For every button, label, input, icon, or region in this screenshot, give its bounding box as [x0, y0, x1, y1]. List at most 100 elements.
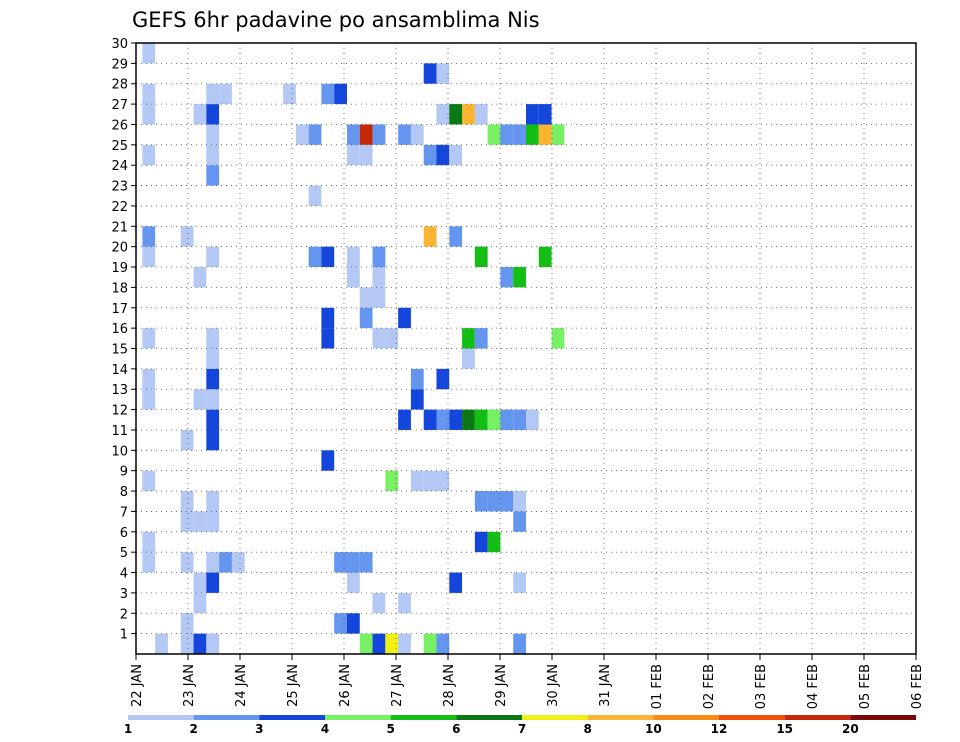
heatmap-cell: [142, 83, 156, 105]
y-tick-label: 17: [111, 302, 128, 317]
y-tick-label: 11: [111, 424, 128, 439]
y-tick-label: 21: [111, 220, 128, 235]
heatmap-cell: [206, 144, 220, 166]
heatmap-cell: [206, 246, 220, 268]
heatmap-cell: [180, 552, 194, 573]
x-axis: 22 JAN 23 JAN 24 JAN 25 JAN 26 JAN 27 JAN 28 J…: [130, 654, 925, 709]
heatmap-cell: [321, 450, 335, 471]
y-tick-label: 8: [120, 485, 128, 500]
colorbar-swatch: [522, 715, 588, 720]
x-tick-label: 25 JAN: [286, 664, 301, 707]
heatmap-cell: [423, 144, 437, 166]
x-tick-label: 24 JAN: [234, 664, 249, 707]
heatmap-cell: [372, 633, 386, 654]
heatmap-cell: [193, 572, 207, 593]
heatmap-cell: [142, 226, 156, 247]
heatmap-cell: [513, 267, 526, 288]
x-tick-label: 03 FEB: [754, 664, 769, 709]
heatmap-cell: [385, 328, 399, 349]
heatmap-cell: [538, 124, 552, 145]
heatmap-cell: [410, 124, 424, 145]
heatmap-cell: [180, 491, 194, 512]
heatmap-cells: [142, 43, 565, 654]
heatmap-cell: [295, 124, 309, 145]
chart-title: GEFS 6hr padavine po ansamblima Nis: [132, 8, 540, 32]
heatmap-cell: [513, 491, 526, 512]
heatmap-cell: [423, 409, 437, 430]
heatmap-cell: [206, 368, 220, 390]
y-tick-label: 18: [111, 281, 128, 296]
heatmap-cell: [513, 124, 526, 145]
heatmap-cell: [372, 592, 386, 614]
heatmap-cell: [308, 124, 322, 145]
x-tick-label: 27 JAN: [390, 664, 405, 707]
heatmap-cell: [538, 246, 552, 268]
colorbar-label: 4: [321, 722, 329, 736]
heatmap-cell: [334, 613, 347, 634]
y-tick-label: 2: [120, 607, 128, 622]
heatmap-cell: [321, 307, 335, 329]
colorbar-label: 12: [711, 722, 728, 736]
y-tick-label: 16: [111, 322, 128, 337]
heatmap-cell: [346, 124, 360, 145]
heatmap-cell: [474, 491, 488, 512]
y-tick-label: 4: [120, 567, 128, 582]
y-tick-label: 19: [111, 261, 128, 276]
y-tick-label: 28: [111, 78, 128, 93]
y-tick-label: 5: [120, 546, 128, 561]
heatmap-cell: [487, 124, 501, 145]
heatmap-cell: [321, 246, 335, 268]
heatmap-cell: [206, 511, 220, 532]
heatmap-cell: [180, 633, 194, 654]
y-tick-label: 24: [111, 159, 128, 174]
heatmap-cell: [423, 226, 437, 247]
heatmap-cell: [436, 409, 450, 430]
heatmap-cell: [155, 633, 168, 654]
colorbar-label: 1: [124, 722, 132, 736]
heatmap-cell: [359, 287, 373, 308]
heatmap-cell: [206, 429, 220, 451]
heatmap-cell: [142, 144, 156, 166]
y-tick-label: 29: [111, 57, 128, 72]
heatmap-cell: [359, 124, 373, 145]
y-tick-label: 10: [111, 444, 128, 459]
y-axis: 1234567891011121314151617181920212223242…: [111, 37, 136, 643]
heatmap-cell: [180, 429, 194, 451]
x-tick-label: 05 FEB: [858, 664, 873, 709]
colorbar-label: 5: [386, 722, 394, 736]
heatmap-cell: [436, 63, 450, 84]
x-tick-label: 23 JAN: [182, 664, 197, 707]
heatmap-cell: [410, 368, 424, 390]
heatmap-cell: [398, 592, 411, 614]
heatmap-cell: [398, 124, 411, 145]
heatmap-cell: [346, 572, 360, 593]
heatmap-cell: [538, 104, 552, 125]
heatmap-cell: [526, 409, 539, 430]
heatmap-cell: [474, 246, 488, 268]
heatmap-cell: [206, 633, 220, 654]
heatmap-cell: [180, 511, 194, 532]
heatmap-cell: [513, 633, 526, 654]
heatmap-cell: [346, 613, 360, 634]
heatmap-cell: [423, 470, 437, 492]
heatmap-cell: [346, 144, 360, 166]
y-tick-label: 3: [120, 587, 128, 602]
heatmap-cell: [526, 104, 539, 125]
y-tick-label: 20: [111, 241, 128, 256]
x-tick-label: 22 JAN: [130, 664, 145, 707]
heatmap-cell: [193, 511, 207, 532]
heatmap-cell: [474, 409, 488, 430]
heatmap-cell: [206, 572, 220, 593]
heatmap-cell: [423, 633, 437, 654]
heatmap-cell: [193, 389, 207, 410]
colorbar-swatch: [719, 715, 785, 720]
y-tick-label: 27: [111, 98, 128, 113]
heatmap-cell: [500, 267, 514, 288]
colorbar-label: 3: [255, 722, 263, 736]
heatmap-cell: [436, 633, 450, 654]
colorbar-swatch: [784, 715, 851, 720]
y-tick-label: 6: [120, 526, 128, 541]
y-tick-label: 22: [111, 200, 128, 215]
y-tick-label: 23: [111, 180, 128, 195]
